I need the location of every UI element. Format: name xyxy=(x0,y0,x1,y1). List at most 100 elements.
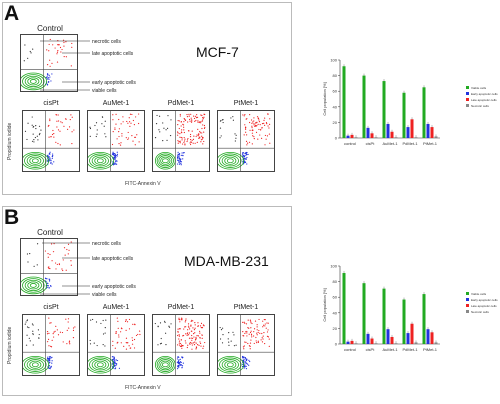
early-apoptotic-event-dot xyxy=(115,364,117,367)
late-apoptotic-event-dot xyxy=(265,121,268,124)
late-apoptotic-event-dot xyxy=(261,127,263,129)
necrotic-event-dot xyxy=(219,120,222,122)
late-apoptotic-event-dot xyxy=(181,344,184,347)
necrotic-event-dot xyxy=(155,123,158,125)
late-apoptotic-event-dot xyxy=(243,321,245,323)
viable-density-contour xyxy=(91,155,109,167)
necrotic-event-dot xyxy=(232,116,234,118)
late-apoptotic-event-dot xyxy=(194,322,196,324)
legend-label: Early apoptotic cells xyxy=(471,92,498,96)
late-apoptotic-event-dot xyxy=(256,324,258,326)
late-apoptotic-event-dot xyxy=(72,337,75,339)
early-apoptotic-event-dot xyxy=(52,154,54,157)
late-apoptotic-event-dot xyxy=(177,142,179,144)
late-apoptotic-event-dot xyxy=(267,322,269,324)
early-apoptotic-event-dot xyxy=(116,151,118,153)
late-apoptotic-event-dot xyxy=(196,134,198,136)
panel-a-anno-early: early apoptotic cells xyxy=(92,80,136,86)
late-apoptotic-event-dot xyxy=(202,137,204,139)
necrotic-event-dot xyxy=(28,326,30,329)
late-apoptotic-event-dot xyxy=(249,319,251,321)
late-apoptotic-event-dot xyxy=(191,334,193,337)
late-apoptotic-event-dot xyxy=(50,322,52,324)
early-apoptotic-event-dot xyxy=(47,73,49,76)
bar xyxy=(346,135,350,138)
late-apoptotic-event-dot xyxy=(71,131,73,133)
panel-a-anno-late: late apoptotic cells xyxy=(92,51,134,57)
panel-a-cond-3-label: PdMet-1 xyxy=(167,100,195,107)
late-apoptotic-event-dot xyxy=(243,134,245,136)
late-apoptotic-event-dot xyxy=(185,318,187,320)
necrotic-event-dot xyxy=(32,48,34,50)
late-apoptotic-event-dot xyxy=(257,117,260,119)
late-apoptotic-event-dot xyxy=(256,125,258,127)
early-apoptotic-event-dot xyxy=(49,151,51,153)
late-apoptotic-event-dot xyxy=(201,334,203,336)
late-apoptotic-event-dot xyxy=(244,332,246,335)
necrotic-event-dot xyxy=(92,318,94,321)
late-apoptotic-event-dot xyxy=(204,126,206,128)
late-apoptotic-event-dot xyxy=(178,127,180,130)
late-apoptotic-event-dot xyxy=(203,124,206,127)
late-apoptotic-event-dot xyxy=(138,330,141,332)
necrotic-event-dot xyxy=(162,140,164,142)
viable-density-contour xyxy=(23,355,50,374)
legend-label: Late apoptotic cells xyxy=(471,98,497,102)
bar xyxy=(402,92,406,138)
viable-density-contour xyxy=(29,79,37,84)
late-apoptotic-event-dot xyxy=(118,128,120,130)
early-apoptotic-event-dot xyxy=(114,153,117,155)
late-apoptotic-event-dot xyxy=(177,132,179,134)
late-apoptotic-event-dot xyxy=(52,44,54,46)
necrotic-event-dot xyxy=(234,140,236,142)
bar xyxy=(386,123,390,138)
bar xyxy=(366,333,370,344)
early-apoptotic-event-dot xyxy=(182,155,184,157)
late-apoptotic-event-dot xyxy=(246,134,248,136)
y-tick-label: 60 xyxy=(333,89,338,94)
panel-b-anno-late: late apoptotic cells xyxy=(92,256,134,262)
late-apoptotic-event-dot xyxy=(63,247,66,249)
late-apoptotic-event-dot xyxy=(190,324,192,326)
late-apoptotic-event-dot xyxy=(60,121,62,123)
necrotic-event-dot xyxy=(26,253,29,255)
late-apoptotic-event-dot xyxy=(177,140,179,142)
late-apoptotic-event-dot xyxy=(131,113,133,116)
late-apoptotic-event-dot xyxy=(246,142,249,144)
panel-b-anno-viable: viable cells xyxy=(92,292,117,298)
early-apoptotic-event-dot xyxy=(248,359,250,361)
late-apoptotic-event-dot xyxy=(53,336,55,338)
early-apoptotic-event-dot xyxy=(116,155,118,157)
late-apoptotic-event-dot xyxy=(186,346,188,349)
late-apoptotic-event-dot xyxy=(267,329,269,331)
late-apoptotic-event-dot xyxy=(53,243,55,245)
early-apoptotic-event-dot xyxy=(115,363,118,365)
late-apoptotic-event-dot xyxy=(197,325,200,327)
late-apoptotic-event-dot xyxy=(57,50,59,52)
late-apoptotic-event-dot xyxy=(195,347,198,349)
late-apoptotic-event-dot xyxy=(62,259,64,261)
legend-label: Necrotic cells xyxy=(471,104,489,108)
necrotic-event-dot xyxy=(234,133,236,135)
late-apoptotic-event-dot xyxy=(184,119,186,121)
late-apoptotic-event-dot xyxy=(185,319,187,322)
late-apoptotic-event-dot xyxy=(190,141,192,143)
necrotic-event-dot xyxy=(165,344,167,346)
panel-b-yaxis-label: Propidium iodide xyxy=(7,326,13,364)
early-apoptotic-event-dot xyxy=(248,364,250,366)
early-apoptotic-event-dot xyxy=(50,285,52,287)
late-apoptotic-event-dot xyxy=(254,124,256,126)
early-apoptotic-event-dot xyxy=(177,151,179,154)
late-apoptotic-event-dot xyxy=(118,118,120,121)
late-apoptotic-event-dot xyxy=(49,118,51,120)
late-apoptotic-event-dot xyxy=(181,129,183,131)
necrotic-event-dot xyxy=(23,60,25,62)
late-apoptotic-event-dot xyxy=(246,332,248,334)
early-apoptotic-event-dot xyxy=(180,164,182,166)
late-apoptotic-event-dot xyxy=(256,116,259,118)
early-apoptotic-event-dot xyxy=(115,359,118,361)
late-apoptotic-event-dot xyxy=(128,328,131,330)
late-apoptotic-event-dot xyxy=(49,322,51,324)
y-tick-label: 20 xyxy=(333,326,338,331)
early-apoptotic-event-dot xyxy=(182,362,184,364)
